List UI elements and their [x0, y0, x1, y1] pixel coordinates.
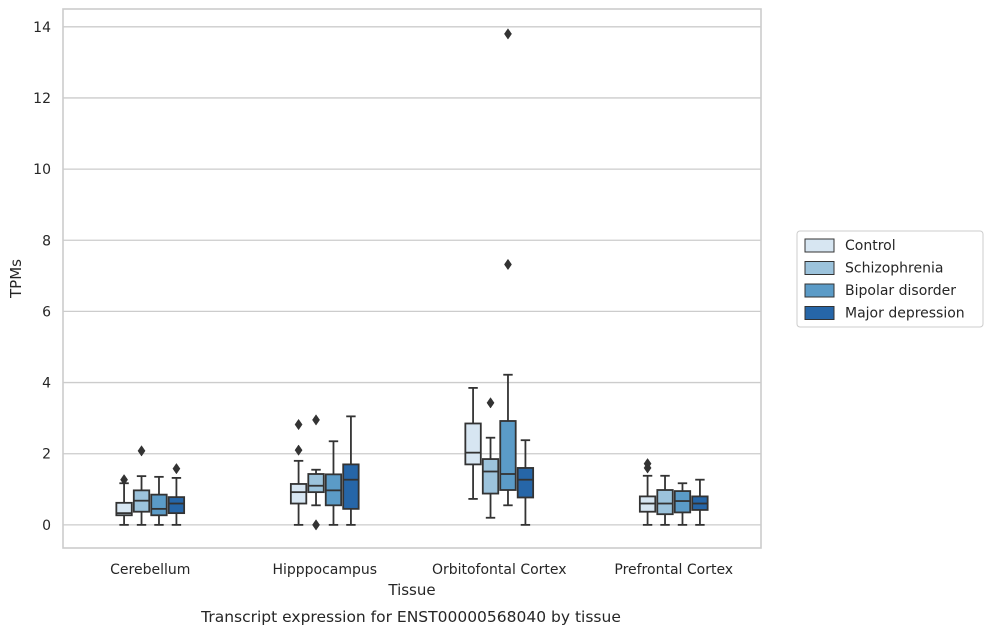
y-tick-labels: 0 2 4 6 8 10 12 14: [33, 20, 51, 534]
legend-item: Major depression: [804, 306, 965, 322]
series-bipolar-disorder: [150, 28, 692, 526]
box: [464, 422, 482, 466]
box-group: [307, 414, 325, 531]
box: [481, 458, 500, 495]
y-tick-label: 8: [42, 233, 51, 249]
x-tick-labels: Cerebellum Hipppocampus Orbitofontal Corte…: [110, 562, 733, 578]
legend-swatch: [804, 261, 835, 275]
series-control: [115, 387, 657, 526]
box-group: [673, 482, 692, 526]
y-tick-label: 10: [33, 162, 51, 178]
plot-frame: [62, 8, 762, 549]
outlier-point: [172, 463, 181, 475]
x-axis-label: Tissue: [387, 581, 435, 599]
box-group: [691, 478, 709, 526]
box-group: [481, 397, 500, 519]
outlier-point: [120, 474, 128, 486]
box-group: [499, 28, 517, 507]
box: [499, 420, 517, 491]
outlier-point: [312, 519, 320, 531]
x-tick-label: Cerebellum: [110, 562, 190, 578]
box-group: [638, 458, 657, 526]
outlier-point: [312, 414, 320, 426]
box-group: [324, 440, 343, 526]
box-group: [464, 387, 482, 500]
y-axis-label: TPMs: [7, 259, 25, 299]
x-tick-label: Prefrontal Cortex: [614, 562, 733, 578]
box-series-layer: [115, 28, 709, 531]
legend-label: Major depression: [845, 306, 965, 322]
box-group: [115, 474, 133, 526]
box: [167, 496, 186, 515]
outlier-point: [294, 418, 303, 431]
x-tick-label: Orbitofontal Cortex: [432, 562, 567, 578]
x-tick-label: Hipppocampus: [272, 562, 377, 578]
series-schizophrenia: [132, 397, 674, 531]
legend-label: Schizophrenia: [845, 261, 943, 277]
box-group: [150, 475, 168, 526]
outlier-point: [504, 28, 512, 40]
legend-label: Bipolar disorder: [845, 283, 956, 299]
box: [656, 489, 674, 516]
chart-title: Transcript expression for ENST0000056804…: [200, 608, 621, 626]
legend-swatch: [804, 238, 835, 253]
legend-swatch: [804, 306, 835, 320]
y-tick-label: 0: [42, 518, 51, 534]
outlier-point: [486, 397, 495, 409]
box: [342, 463, 360, 510]
legend-item: Schizophrenia: [804, 261, 943, 277]
box-group: [167, 463, 186, 526]
legend-item: Bipolar disorder: [804, 283, 956, 299]
legend-swatch: [804, 283, 835, 298]
box: [307, 473, 325, 494]
box-group: [516, 439, 535, 526]
y-tick-label: 6: [42, 304, 51, 320]
legend-frame: [796, 230, 984, 328]
box: [516, 467, 535, 499]
legend-label: Control: [845, 238, 896, 254]
box-group: [656, 474, 674, 526]
box-group: [342, 415, 360, 526]
outlier-point: [294, 444, 303, 456]
y-tick-label: 4: [42, 376, 51, 392]
outlier-point: [137, 445, 146, 457]
legend-item: Control: [804, 238, 896, 254]
box: [115, 501, 133, 517]
box-group: [289, 418, 308, 526]
y-tick-label: 12: [33, 91, 51, 107]
box: [289, 483, 308, 505]
y-tick-label: 14: [33, 20, 51, 36]
gridlines: [63, 26, 761, 526]
box-group: [132, 445, 151, 526]
box: [150, 493, 168, 517]
outlier-point: [643, 458, 652, 470]
series-major-depression: [167, 415, 709, 526]
y-tick-label: 2: [42, 447, 51, 463]
legend: Control Schizophrenia Bipolar disorder Majo…: [796, 230, 984, 328]
outlier-point: [504, 258, 512, 271]
